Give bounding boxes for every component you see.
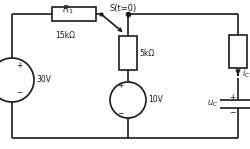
Bar	[119, 36, 137, 70]
Text: −: −	[230, 108, 236, 118]
Text: 10V: 10V	[148, 96, 163, 104]
Text: −: −	[118, 110, 124, 118]
Text: 15kΩ: 15kΩ	[55, 31, 75, 40]
Bar	[52, 7, 96, 21]
Text: S(t=0): S(t=0)	[109, 4, 136, 13]
Text: $i_C$: $i_C$	[242, 68, 250, 80]
Text: −: −	[16, 89, 22, 97]
Text: 20kΩ: 20kΩ	[249, 48, 250, 56]
Text: +: +	[230, 93, 236, 101]
Text: 5kΩ: 5kΩ	[139, 49, 154, 58]
Text: 30V: 30V	[36, 76, 51, 84]
Text: +: +	[118, 82, 124, 90]
Bar	[229, 35, 247, 68]
Text: $R_1$: $R_1$	[62, 4, 74, 17]
Text: $u_C$: $u_C$	[206, 99, 218, 109]
Text: +: +	[16, 60, 22, 69]
Circle shape	[0, 58, 34, 102]
Circle shape	[110, 82, 146, 118]
